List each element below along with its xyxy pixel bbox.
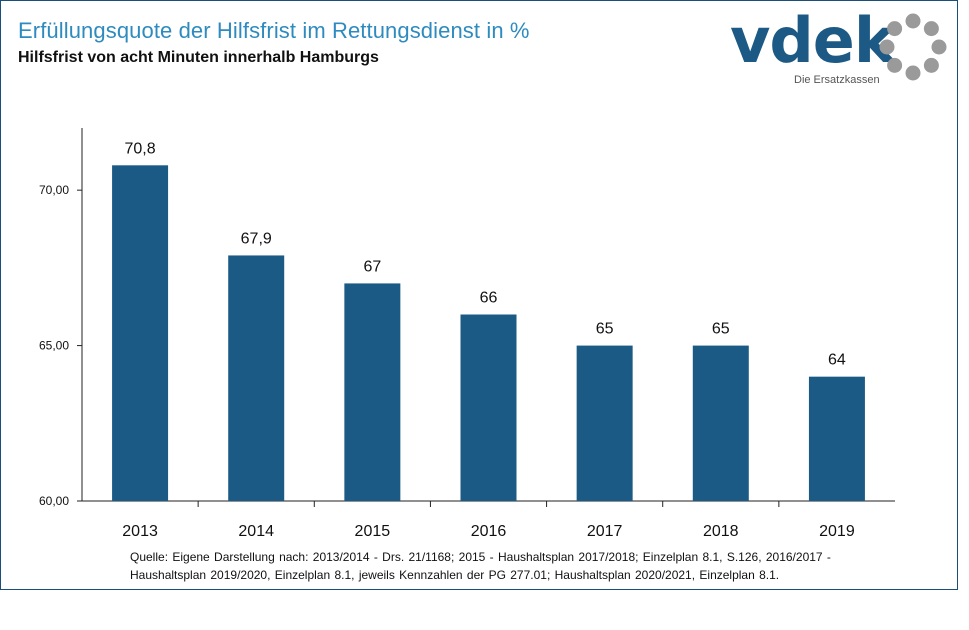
- bar-value-label: 67,9: [241, 230, 272, 247]
- vdek-logo: vdek Die Ersatzkassen: [730, 4, 950, 90]
- logo-wordmark: vdek: [730, 4, 895, 77]
- source-line-2: Haushaltsplan 2019/2020, Einzelplan 8.1,…: [130, 568, 780, 582]
- y-tick-label: 60,00: [39, 494, 69, 508]
- bar-value-label: 65: [712, 321, 730, 338]
- bar: [112, 165, 169, 502]
- logo-ring-dot: [931, 39, 947, 55]
- x-tick-label: 2016: [471, 523, 507, 540]
- x-tick-label: 2018: [703, 523, 739, 540]
- y-tick-label: 70,00: [39, 183, 69, 197]
- bar: [576, 345, 633, 501]
- bar-value-label: 66: [480, 290, 498, 307]
- bar-value-label: 64: [828, 352, 846, 369]
- logo-ring-dot: [879, 39, 895, 55]
- bar-value-label: 65: [596, 321, 614, 338]
- logo-tagline: Die Ersatzkassen: [794, 74, 880, 86]
- bar: [808, 376, 865, 501]
- bar-chart: 60,00 65,00 70,00 70,8 2013 67,9 2014 67 2015 66 2…: [39, 128, 895, 540]
- x-tick-label: 2013: [122, 523, 158, 540]
- x-tick-label: 2014: [238, 523, 274, 540]
- logo-ring-dot: [923, 57, 939, 73]
- bar: [460, 314, 517, 501]
- chart-subtitle: Hilfsfrist von acht Minuten innerhalb Ha…: [18, 49, 379, 66]
- logo-ring-dot: [887, 21, 903, 37]
- logo-ring-dot: [923, 21, 939, 37]
- x-tick-label: 2019: [819, 523, 855, 540]
- bar-value-label: 67: [363, 258, 381, 275]
- bar: [228, 255, 285, 501]
- chart-title: Erfüllungsquote der Hilfsfrist im Rettun…: [18, 18, 530, 43]
- x-tick-label: 2015: [355, 523, 391, 540]
- y-tick-label: 65,00: [39, 339, 69, 353]
- source-line-1: Quelle: Eigene Darstellung nach: 2013/20…: [130, 550, 831, 564]
- logo-ring-dot: [905, 13, 921, 29]
- bar: [692, 345, 749, 501]
- bar: [344, 283, 401, 501]
- bar-value-label: 70,8: [125, 140, 156, 157]
- source-note: Quelle: Eigene Darstellung nach: 2013/20…: [130, 548, 950, 584]
- logo-ring-dot: [905, 65, 921, 81]
- logo-ring-icon: [879, 13, 947, 81]
- x-tick-label: 2017: [587, 523, 623, 540]
- logo-ring-dot: [887, 57, 903, 73]
